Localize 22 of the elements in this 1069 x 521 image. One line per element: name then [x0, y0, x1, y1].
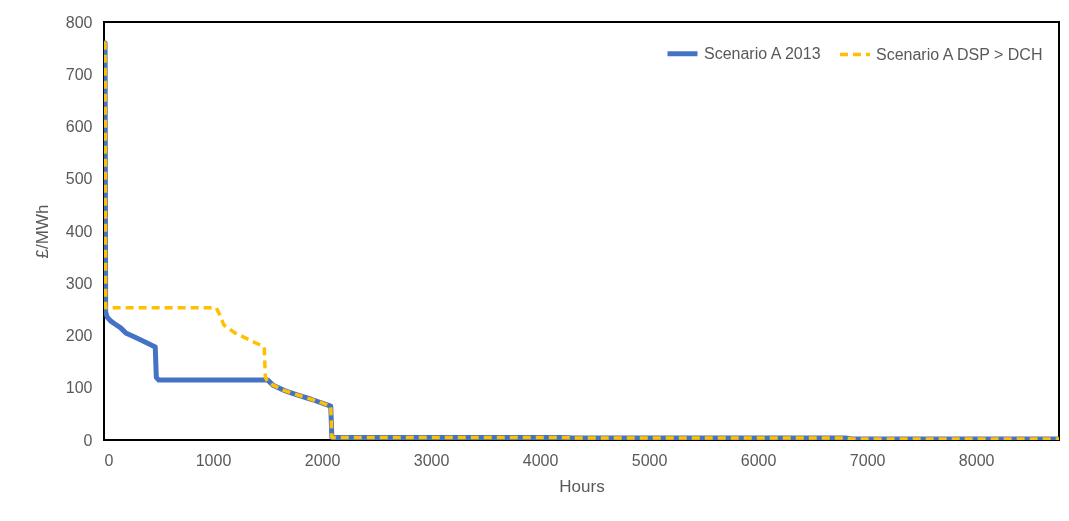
x-tick-label: 5000: [631, 451, 668, 469]
x-tick-label: 6000: [740, 451, 777, 469]
y-tick-label: 0: [83, 431, 93, 449]
y-tick-label: 800: [65, 13, 93, 31]
x-tick-label: 2000: [304, 451, 341, 469]
x-axis-title: Hours: [559, 476, 605, 496]
legend-label: Scenario A 2013: [704, 44, 821, 62]
y-tick-label: 500: [65, 170, 93, 188]
y-tick-label: 700: [65, 65, 93, 83]
x-tick-label: 4000: [522, 451, 559, 469]
x-tick-label: 0: [104, 451, 114, 469]
x-tick-label: 1000: [195, 451, 232, 469]
y-tick-label: 300: [65, 274, 93, 292]
x-tick-label: 7000: [849, 451, 886, 469]
x-tick-label: 3000: [413, 451, 450, 469]
x-tick-label: 8000: [958, 451, 995, 469]
y-tick-label: 100: [65, 379, 93, 397]
y-tick-label: 200: [65, 327, 93, 344]
y-tick-label: 600: [65, 118, 93, 135]
y-tick-label: 400: [65, 222, 93, 240]
y-axis-title: £/MWh: [32, 204, 52, 259]
legend-label: Scenario A DSP > DCH: [876, 45, 1043, 63]
